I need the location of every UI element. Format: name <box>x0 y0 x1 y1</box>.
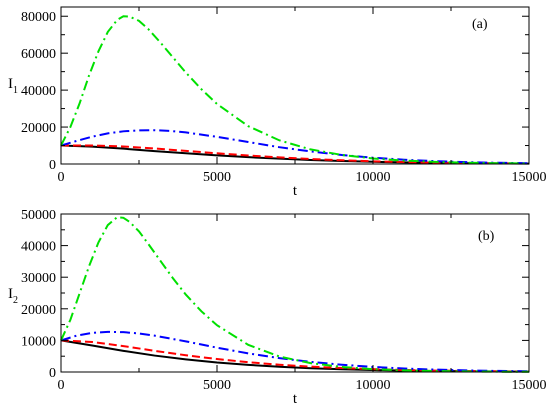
x-tick-label: 0 <box>58 170 65 185</box>
y-tick-label: 50000 <box>21 208 56 223</box>
y-tick-label: 60000 <box>21 47 56 62</box>
y-axis-title-main: I <box>8 286 13 302</box>
plot-frame <box>60 6 530 165</box>
series-line-4 <box>60 216 530 373</box>
series-line-4 <box>60 15 530 165</box>
y-tick-label: 40000 <box>21 84 56 99</box>
x-tick-label: 15000 <box>512 170 547 185</box>
y-tick-label: 0 <box>49 366 56 381</box>
y-axis-title: I2 <box>8 286 18 306</box>
y-tick-label: 40000 <box>21 240 56 255</box>
y-axis-title-main: I <box>8 76 13 92</box>
x-tick-label: 15000 <box>512 378 547 393</box>
y-axis-title-subscript: 2 <box>13 295 18 306</box>
y-axis-title-subscript: 1 <box>13 85 18 96</box>
series-line-1 <box>60 339 530 373</box>
y-tick-label: 30000 <box>21 271 56 286</box>
panel-a: 0 5000 10000 15000 0 20000 40000 60000 80000 t I1 (… <box>8 6 547 199</box>
panel-label: (b) <box>478 229 495 244</box>
x-tick-label: 0 <box>58 378 65 393</box>
y-axis-title: I1 <box>8 76 18 96</box>
x-tick-label: 10000 <box>356 170 391 185</box>
panel-b: 0 5000 10000 15000 0 10000 20000 30000 40000 5000… <box>8 208 547 405</box>
x-tick-label: 5000 <box>203 170 231 185</box>
x-tick-label: 5000 <box>203 378 231 393</box>
x-axis-title: t <box>293 391 298 405</box>
y-tick-label: 10000 <box>21 334 56 349</box>
panel-label: (a) <box>472 17 488 32</box>
series-line-3 <box>60 330 530 373</box>
y-tick-label: 20000 <box>21 121 56 136</box>
y-tick-label: 0 <box>49 158 56 173</box>
x-axis-title: t <box>293 183 298 199</box>
plot-frame <box>60 213 530 373</box>
y-tick-label: 80000 <box>21 10 56 25</box>
y-tick-label: 20000 <box>21 303 56 318</box>
x-tick-label: 10000 <box>356 378 391 393</box>
